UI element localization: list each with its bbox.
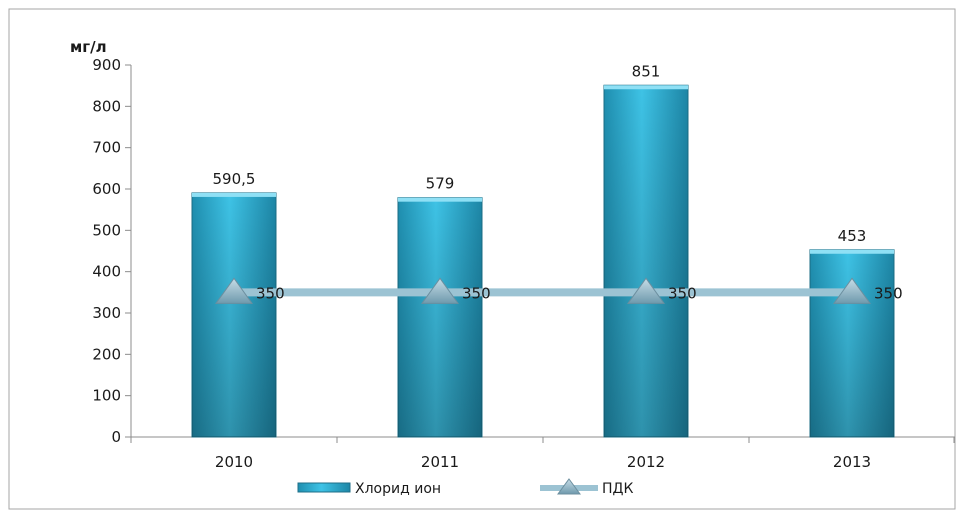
bar-data-label: 453 [838, 227, 867, 245]
y-tick-label: 100 [92, 387, 121, 405]
x-tick-label: 2013 [833, 453, 871, 471]
y-tick-label: 700 [92, 139, 121, 157]
bar-top [398, 197, 482, 202]
bar [603, 84, 689, 438]
y-tick-label: 400 [92, 263, 121, 281]
line-marker-triangle [421, 277, 459, 304]
legend-marker-triangle [557, 478, 581, 495]
line-data-label: 350 [668, 284, 697, 302]
bar-top [192, 192, 276, 197]
y-tick-label: 900 [92, 56, 121, 74]
y-tick-label: 600 [92, 180, 121, 198]
line-marker-triangle [833, 277, 871, 304]
line-marker-triangle [627, 277, 665, 304]
line-data-label: 350 [256, 284, 285, 302]
bar-data-label: 590,5 [213, 170, 256, 188]
x-tick-label: 2010 [215, 453, 253, 471]
y-tick-label: 0 [111, 428, 121, 446]
bar-shade [192, 192, 276, 437]
legend-swatch-bar [297, 482, 351, 493]
y-tick-label: 500 [92, 221, 121, 239]
x-tick-label: 2011 [421, 453, 459, 471]
bar [397, 197, 483, 438]
line-marker-triangle [215, 277, 253, 304]
bar-data-label: 579 [426, 175, 455, 193]
bar-top [810, 249, 894, 254]
bar [191, 192, 277, 438]
x-tick-label: 2012 [627, 453, 665, 471]
y-tick-label: 800 [92, 97, 121, 115]
y-tick-label: 300 [92, 304, 121, 322]
bar-shade [604, 85, 688, 438]
legend-label-line: ПДК [602, 481, 633, 497]
legend: Хлорид ион ПДК [297, 478, 633, 497]
line-series: 350 350 350 350 [215, 277, 903, 304]
y-axis-label: мг/л [70, 38, 107, 56]
line-data-label: 350 [874, 284, 903, 302]
y-tick-label: 200 [92, 345, 121, 363]
line-data-label: 350 [462, 284, 491, 302]
bar-shade [398, 197, 482, 437]
bar-top [604, 85, 688, 90]
legend-label-bar: Хлорид ион [355, 481, 441, 497]
y-axis: 0 100 200 300 400 500 600 700 800 900 [92, 56, 132, 446]
bar-data-label: 851 [632, 62, 661, 80]
